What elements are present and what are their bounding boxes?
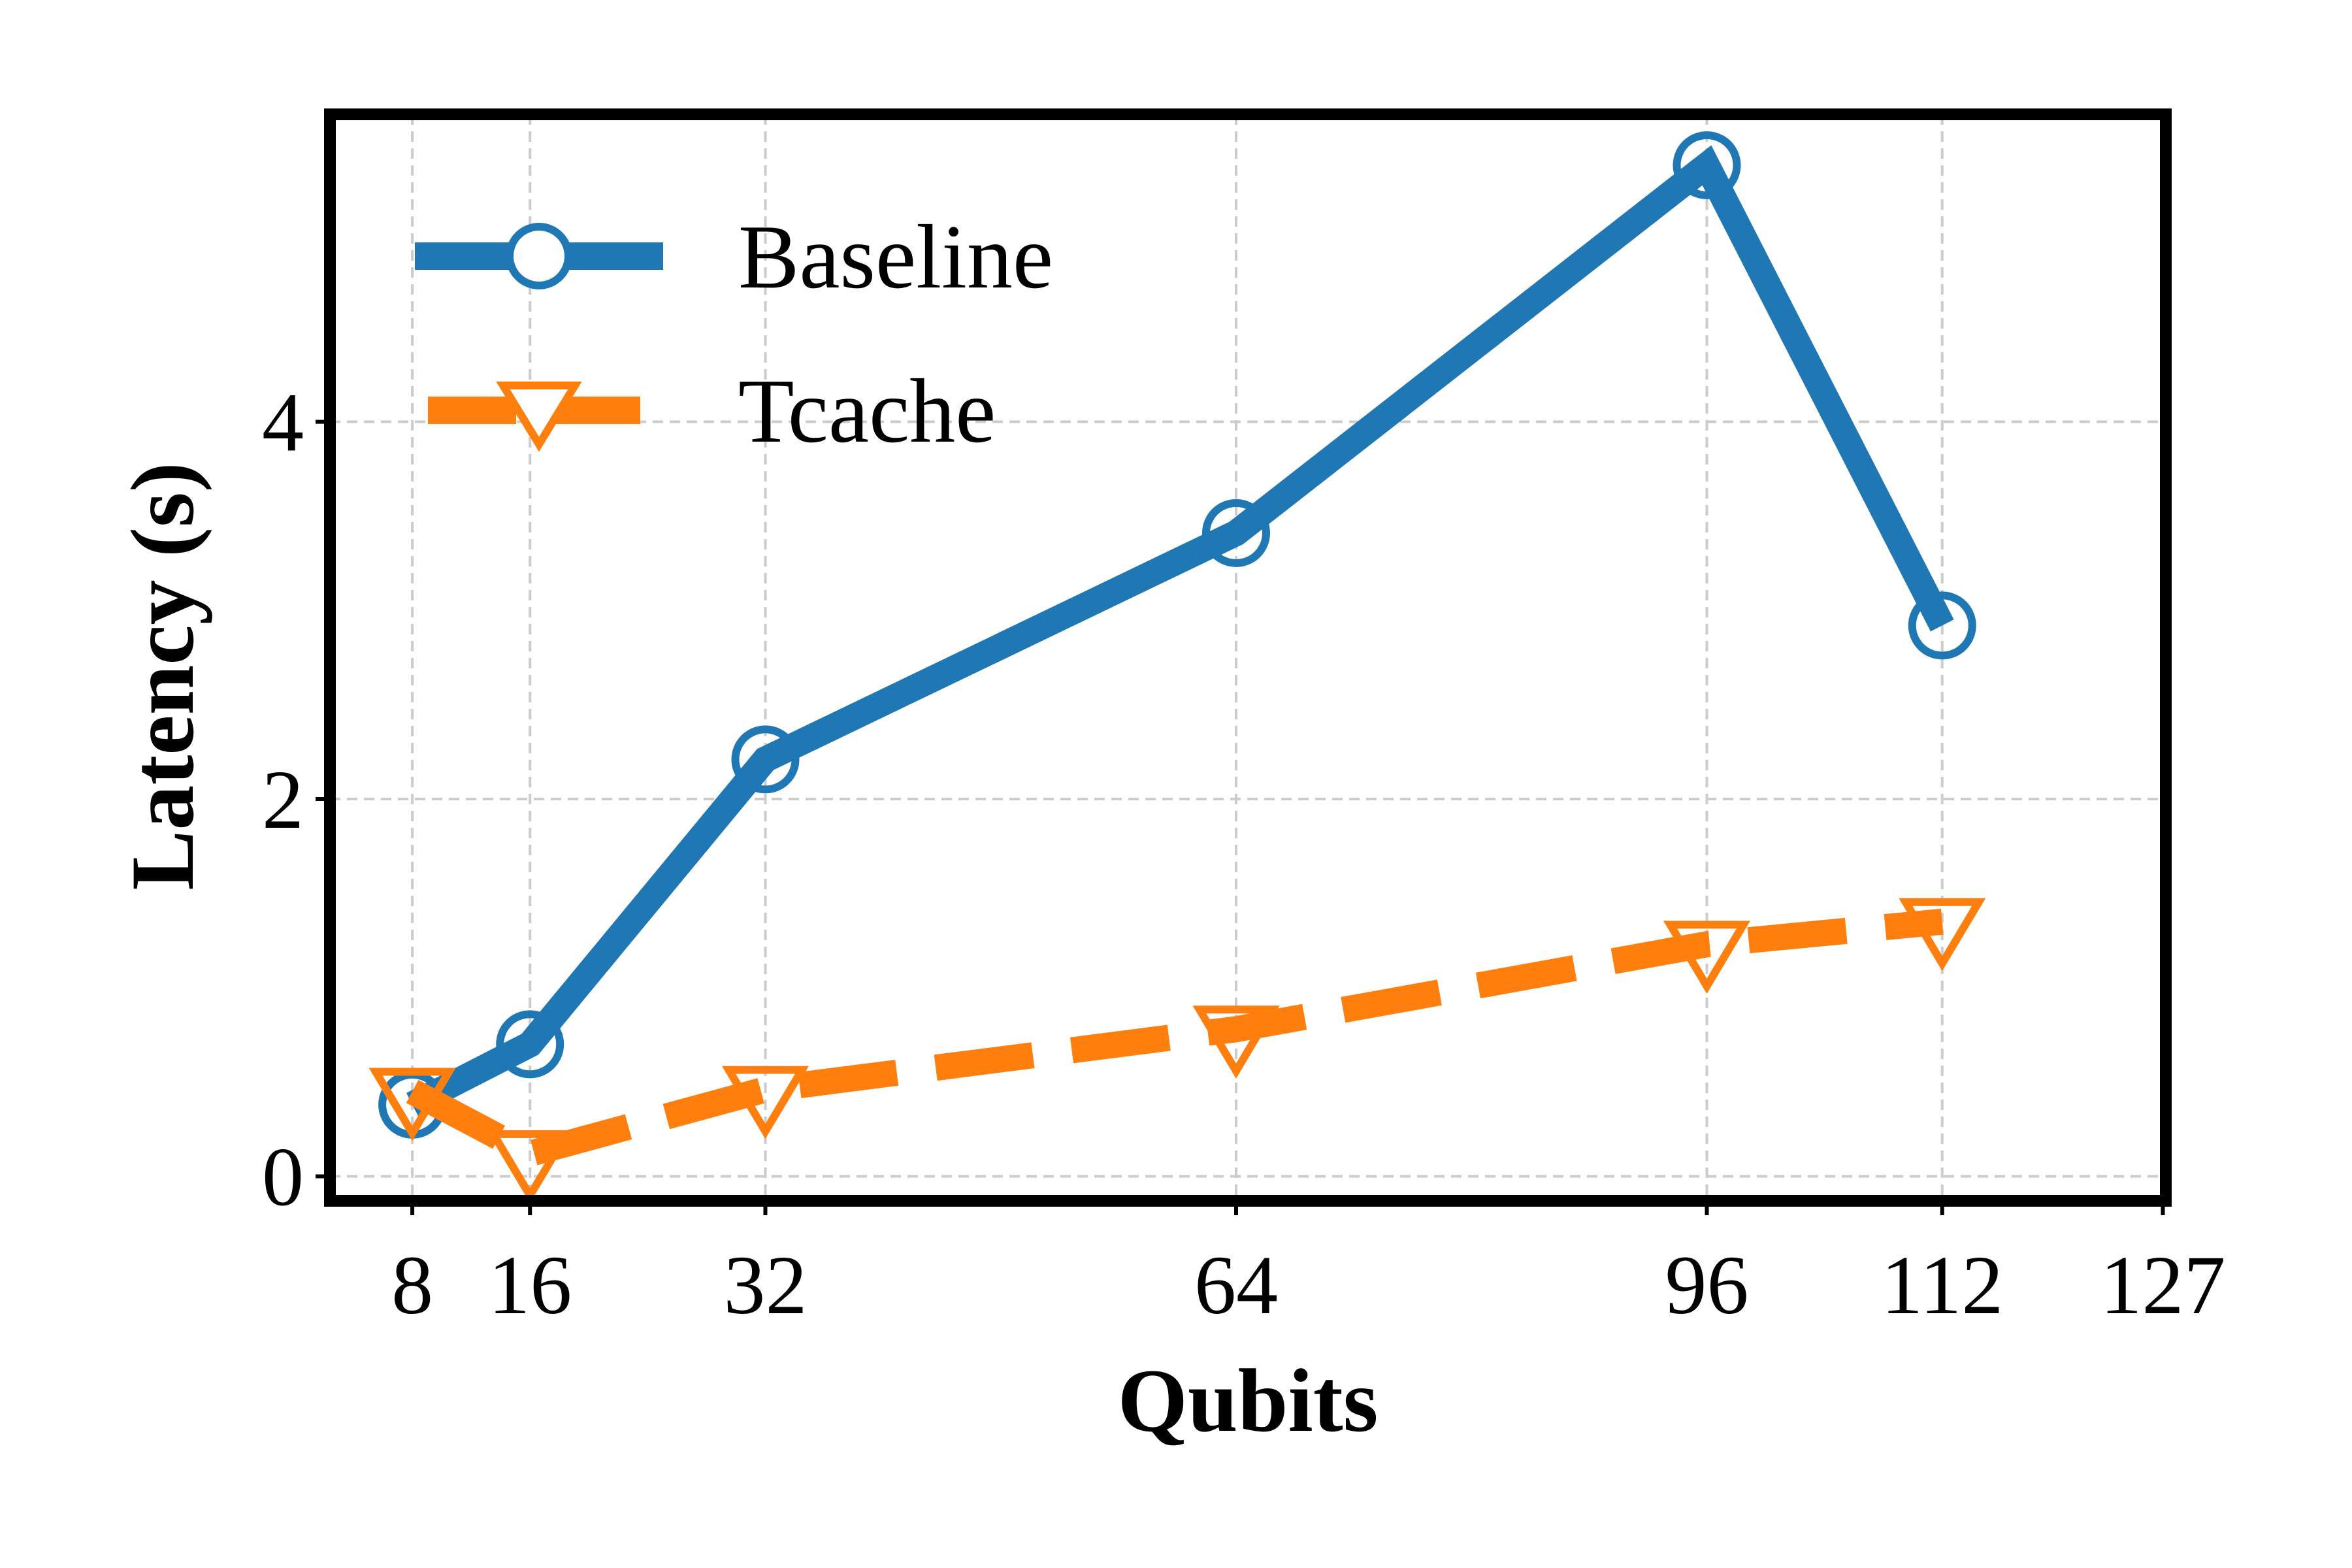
x-tick-label: 127 [2100,1239,2225,1331]
data-point-baseline [496,1010,564,1079]
data-point-baseline [1201,498,1270,567]
plot-frame [324,108,2172,1207]
y-tick-label: 4 [262,376,304,469]
data-point-baseline [731,725,800,794]
x-tick-label: 8 [391,1239,433,1331]
legend: Baseline Tcache [415,206,1053,462]
legend-marker-baseline [506,223,572,289]
axis-ticks: 8 16 32 64 96 112 127 0 2 4 [262,376,2225,1331]
legend-marker-tcache [496,382,582,452]
y-tick-label: 2 [262,753,304,846]
x-tick-label: 112 [1881,1239,2003,1331]
x-tick-label: 64 [1194,1239,1278,1331]
data-point-tcache [368,1068,456,1141]
x-axis-label: Qubits [1118,1350,1379,1450]
data-point-tcache [1663,921,1751,994]
x-tick-label: 32 [723,1239,807,1331]
data-point-tcache [1899,898,1986,972]
x-tick-label: 96 [1665,1239,1749,1331]
series-group [368,131,1986,1203]
data-point-tcache [486,1130,574,1203]
series-line-baseline [406,145,1954,1117]
y-axis-label: Latency (s) [112,462,212,890]
series-line-tcache [406,908,1944,1168]
data-point-baseline [1908,591,1976,660]
data-point-baseline [1673,131,1741,199]
data-point-tcache [721,1066,809,1139]
y-tick-label: 0 [262,1130,304,1223]
legend-label-baseline: Baseline [738,206,1053,308]
legend-label-tcache: Tcache [738,361,996,462]
x-tick-label: 16 [488,1239,572,1331]
data-point-tcache [1192,1005,1280,1079]
